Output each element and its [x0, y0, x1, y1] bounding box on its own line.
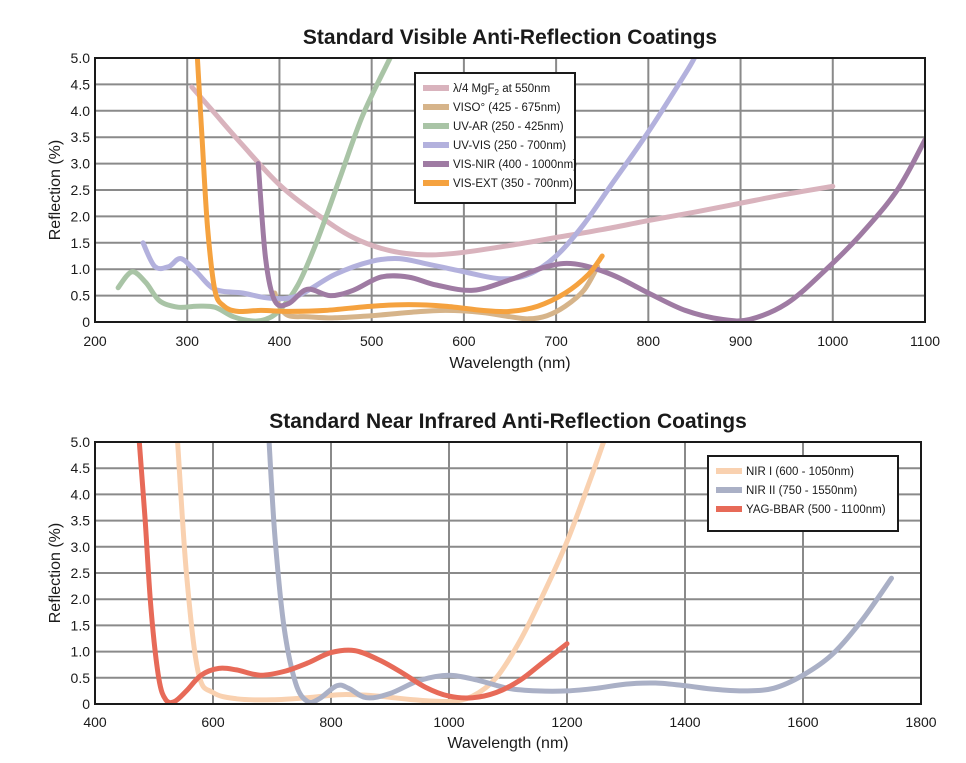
nir-y-axis-label: Reflection (%)	[47, 523, 64, 623]
nir-chart-title: Standard Near Infrared Anti-Reflection C…	[269, 410, 747, 433]
y-tick-label: 2.0	[71, 208, 91, 224]
series-line-uv-ar-250-425nm	[115, 57, 393, 323]
y-tick-label: 3.5	[71, 129, 91, 145]
visible-x-axis-label: Wavelength (nm)	[449, 355, 570, 372]
y-tick-label: 3.5	[71, 513, 91, 529]
x-tick-label: 400	[83, 714, 107, 730]
x-tick-label: 400	[268, 333, 292, 349]
y-tick-label: 2.5	[71, 565, 91, 581]
nir-plot-frame	[94, 441, 922, 705]
y-tick-label: 0	[82, 696, 90, 712]
y-tick-label: 5.0	[71, 50, 91, 66]
legend-label: NIR I (600 - 1050nm)	[746, 466, 854, 478]
y-tick-label: 3.0	[71, 539, 91, 555]
series-line-yag-bbar-500-1100nm	[136, 441, 570, 705]
series-line-4-mgf2-at-550nm	[189, 84, 836, 258]
y-tick-label: 1.0	[71, 644, 91, 660]
y-tick-label: 0	[82, 314, 90, 330]
x-tick-label: 800	[637, 333, 661, 349]
visible-series-group	[115, 57, 925, 323]
y-tick-label: 2.5	[71, 182, 91, 198]
legend-label: VIS-NIR (400 - 1000nm)	[453, 159, 577, 171]
x-tick-label: 600	[201, 714, 225, 730]
legend-label: YAG-BBAR (500 - 1100nm)	[746, 504, 886, 516]
x-tick-label: 800	[319, 714, 343, 730]
series-line-vis-nir-400-1000nm	[255, 137, 925, 323]
nir-legend: NIR I (600 - 1050nm) NIR II (750 - 1550nm…	[707, 455, 899, 532]
visible-chart-title: Standard Visible Anti-Reflection Coating…	[303, 26, 717, 49]
nir-chart: Standard Near Infrared Anti-Reflection C…	[47, 410, 937, 752]
y-tick-label: 0.5	[71, 288, 91, 304]
series-line-viso-425-675nm	[272, 264, 601, 322]
y-tick-label: 0.5	[71, 670, 91, 686]
visible-chart: Standard Visible Anti-Reflection Coating…	[47, 26, 940, 372]
legend-label: λ/4 MgF2 at 550nm	[453, 83, 550, 97]
nir-series-group	[136, 441, 894, 705]
legend-label: UV-VIS (250 - 700nm)	[453, 140, 566, 152]
visible-plot-frame	[94, 57, 926, 323]
x-tick-label: 1000	[817, 333, 848, 349]
x-tick-label: 500	[360, 333, 384, 349]
y-tick-label: 1.5	[71, 617, 91, 633]
y-tick-label: 4.0	[71, 103, 91, 119]
x-tick-label: 300	[176, 333, 200, 349]
x-tick-label: 1600	[787, 714, 818, 730]
y-tick-label: 5.0	[71, 434, 91, 450]
legend-label: NIR II (750 - 1550nm)	[746, 485, 857, 497]
visible-y-axis-label: Reflection (%)	[47, 140, 64, 240]
x-tick-label: 1100	[910, 333, 940, 349]
nir-x-axis-label: Wavelength (nm)	[447, 735, 568, 752]
x-tick-label: 900	[729, 333, 753, 349]
legend-label: VISO° (425 - 675nm)	[453, 102, 561, 114]
y-tick-label: 1.5	[71, 235, 91, 251]
x-tick-label: 1000	[433, 714, 464, 730]
x-tick-label: 200	[83, 333, 107, 349]
x-tick-label: 1200	[551, 714, 582, 730]
visible-legend: λ/4 MgF2 at 550nm VISO° (425 - 675nm) UV-A…	[414, 72, 577, 204]
x-tick-label: 1400	[669, 714, 700, 730]
x-tick-label: 600	[452, 333, 476, 349]
x-tick-label: 700	[544, 333, 568, 349]
y-tick-label: 4.5	[71, 76, 91, 92]
legend-label: UV-AR (250 - 425nm)	[453, 121, 564, 133]
y-tick-label: 4.0	[71, 486, 91, 502]
y-tick-label: 2.0	[71, 591, 91, 607]
y-tick-label: 4.5	[71, 460, 91, 476]
series-line-uv-vis-250-700nm	[140, 57, 697, 302]
y-tick-label: 1.0	[71, 261, 91, 277]
legend-label: VIS-EXT (350 - 700nm)	[453, 178, 573, 190]
y-tick-label: 3.0	[71, 156, 91, 172]
x-tick-label: 1800	[905, 714, 936, 730]
series-line-vis-ext-350-700nm	[194, 57, 605, 315]
